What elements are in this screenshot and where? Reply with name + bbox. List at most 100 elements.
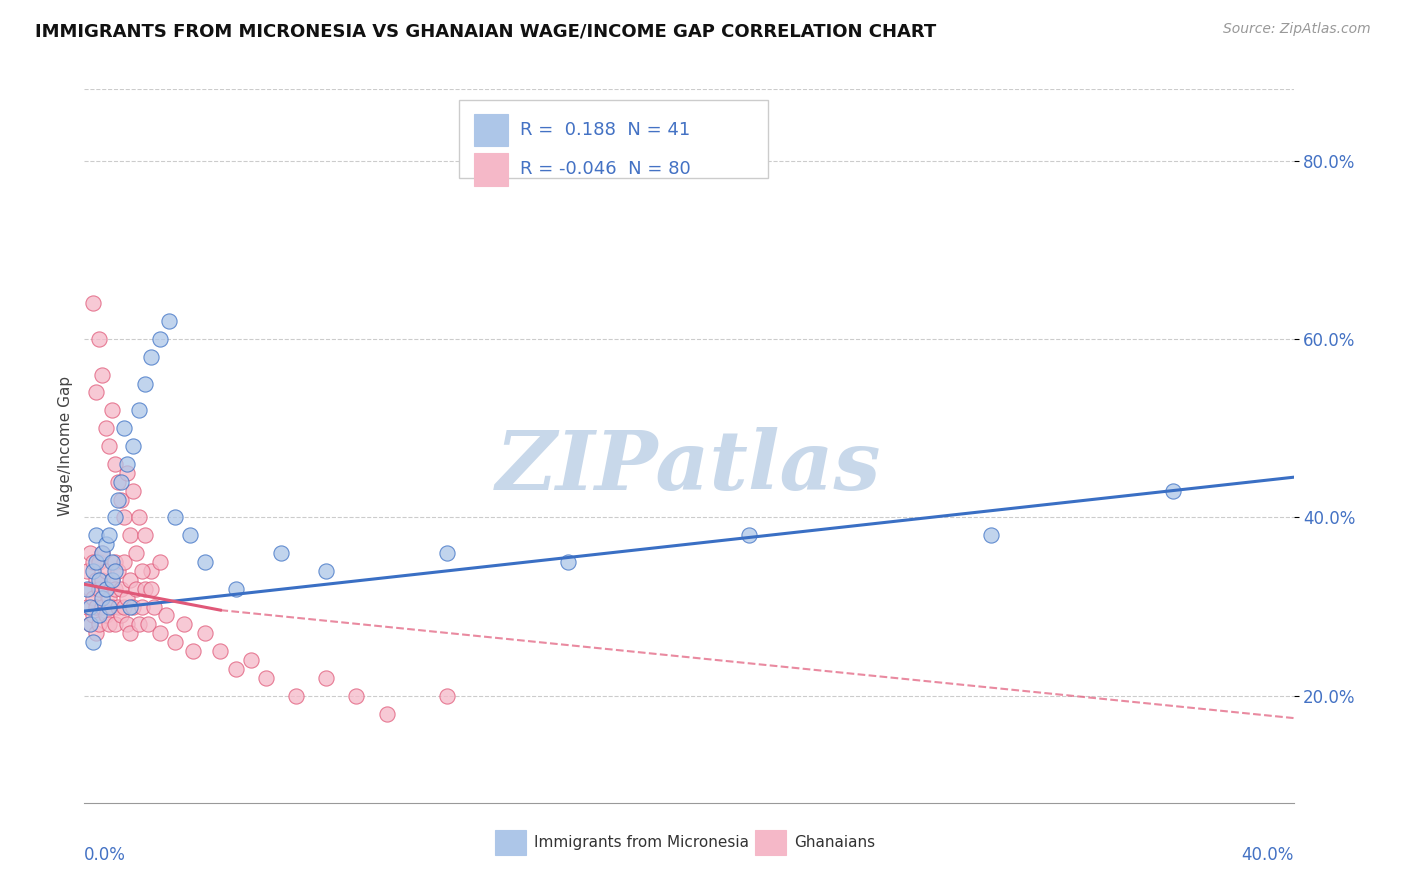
Point <box>980 528 1002 542</box>
Text: Source: ZipAtlas.com: Source: ZipAtlas.com <box>1223 22 1371 37</box>
Point <box>97 591 120 605</box>
Point <box>94 421 117 435</box>
Point <box>165 635 187 649</box>
Point <box>100 403 122 417</box>
Point <box>100 573 122 587</box>
Point <box>157 314 180 328</box>
Point <box>115 591 138 605</box>
Point <box>91 546 114 560</box>
Bar <box>474 153 508 186</box>
Point <box>149 626 172 640</box>
Point <box>86 573 108 587</box>
Point <box>89 555 111 569</box>
Point <box>270 546 292 560</box>
Point <box>94 537 117 551</box>
Point <box>436 689 458 703</box>
Point <box>118 599 141 614</box>
Point <box>1161 483 1184 498</box>
Point <box>86 555 108 569</box>
Point <box>209 644 232 658</box>
Point <box>104 564 127 578</box>
Point <box>134 376 156 391</box>
Point <box>100 599 122 614</box>
Point <box>128 617 150 632</box>
Text: 40.0%: 40.0% <box>1241 846 1294 863</box>
FancyBboxPatch shape <box>460 100 768 178</box>
Point <box>118 573 141 587</box>
Point <box>128 510 150 524</box>
Text: IMMIGRANTS FROM MICRONESIA VS GHANAIAN WAGE/INCOME GAP CORRELATION CHART: IMMIGRANTS FROM MICRONESIA VS GHANAIAN W… <box>35 22 936 40</box>
Point <box>194 626 217 640</box>
Point <box>118 528 141 542</box>
Point <box>82 608 104 623</box>
Point <box>94 608 117 623</box>
Point <box>97 439 120 453</box>
Point <box>121 599 143 614</box>
Point <box>82 564 104 578</box>
Point <box>104 510 127 524</box>
Point <box>94 582 117 596</box>
Point <box>375 706 398 721</box>
Point <box>100 573 122 587</box>
Point <box>134 582 156 596</box>
Point <box>149 555 172 569</box>
Point <box>125 582 148 596</box>
Point <box>86 528 108 542</box>
Point <box>89 573 111 587</box>
Point <box>97 599 120 614</box>
Point <box>86 626 108 640</box>
Point <box>89 582 111 596</box>
Point <box>82 296 104 310</box>
Point <box>91 573 114 587</box>
Point <box>104 555 127 569</box>
Point <box>118 626 141 640</box>
Point <box>104 582 127 596</box>
Point <box>239 653 262 667</box>
Text: Ghanaians: Ghanaians <box>794 835 876 850</box>
Point <box>131 599 153 614</box>
Point <box>89 608 111 623</box>
Point <box>91 599 114 614</box>
Point <box>100 555 122 569</box>
Point <box>181 644 204 658</box>
Point <box>76 582 98 596</box>
Text: R = -0.046  N = 80: R = -0.046 N = 80 <box>520 161 690 178</box>
Point <box>115 617 138 632</box>
Point <box>86 385 108 400</box>
Point <box>79 617 101 632</box>
Point <box>285 689 308 703</box>
Point <box>86 599 108 614</box>
Point <box>115 457 138 471</box>
Point <box>89 617 111 632</box>
Point <box>738 528 761 542</box>
Point <box>134 528 156 542</box>
Point <box>194 555 217 569</box>
Point <box>91 546 114 560</box>
Text: 0.0%: 0.0% <box>84 846 127 863</box>
Point <box>121 483 143 498</box>
Point <box>149 332 172 346</box>
Point <box>179 528 201 542</box>
Point <box>104 457 127 471</box>
Point <box>112 555 135 569</box>
Point <box>107 475 129 489</box>
Point <box>110 608 132 623</box>
Point <box>110 492 132 507</box>
Point <box>107 492 129 507</box>
Point <box>82 635 104 649</box>
Point <box>79 582 101 596</box>
Point <box>82 591 104 605</box>
Point <box>110 582 132 596</box>
Point <box>173 617 195 632</box>
Point <box>112 599 135 614</box>
Bar <box>474 114 508 146</box>
Text: Immigrants from Micronesia: Immigrants from Micronesia <box>534 835 749 850</box>
Point <box>79 546 101 560</box>
Point <box>139 350 162 364</box>
Point <box>557 555 579 569</box>
Bar <box>755 830 786 855</box>
Y-axis label: Wage/Income Gap: Wage/Income Gap <box>58 376 73 516</box>
Point <box>110 475 132 489</box>
Point <box>79 599 101 614</box>
Point <box>225 662 247 676</box>
